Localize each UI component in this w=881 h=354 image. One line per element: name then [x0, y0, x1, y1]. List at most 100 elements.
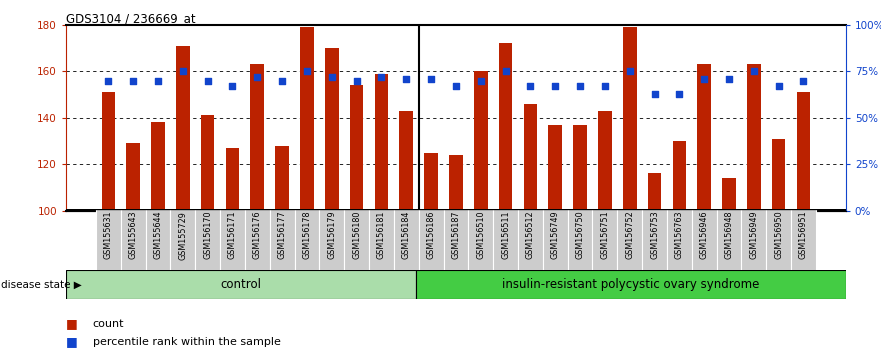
Text: insulin-resistant polycystic ovary syndrome: insulin-resistant polycystic ovary syndr… [502, 278, 759, 291]
Point [101, 78, 115, 83]
Point [598, 83, 612, 89]
Point [722, 76, 736, 81]
Bar [152, 122, 165, 211]
Bar [176, 46, 189, 211]
Point [325, 74, 339, 80]
Bar [145, 209, 170, 271]
Point [474, 78, 488, 83]
Text: disease state ▶: disease state ▶ [1, 280, 82, 290]
Point [697, 76, 711, 81]
Bar [747, 64, 760, 211]
Bar [618, 209, 642, 271]
Text: GSM156181: GSM156181 [377, 211, 386, 259]
Bar [96, 209, 121, 271]
Bar [592, 209, 618, 271]
Text: GSM156752: GSM156752 [626, 211, 634, 259]
Bar [692, 209, 716, 271]
Point [623, 68, 637, 74]
Text: GSM156177: GSM156177 [278, 211, 286, 259]
Text: ■: ■ [66, 335, 78, 348]
Point [126, 78, 140, 83]
Bar [275, 145, 289, 211]
Text: GSM156753: GSM156753 [650, 211, 659, 259]
Bar [574, 125, 587, 211]
Bar [416, 270, 846, 299]
Bar [474, 71, 487, 211]
Point [772, 83, 786, 89]
Text: percentile rank within the sample: percentile rank within the sample [93, 337, 280, 347]
Point [300, 68, 314, 74]
Text: GSM155643: GSM155643 [129, 211, 137, 259]
Text: GSM156184: GSM156184 [402, 211, 411, 259]
Point [672, 91, 686, 96]
Bar [425, 153, 438, 211]
Text: GSM156179: GSM156179 [327, 211, 337, 259]
Bar [567, 209, 592, 271]
Text: GSM155631: GSM155631 [104, 211, 113, 259]
Point [399, 76, 413, 81]
Bar [201, 115, 214, 211]
Point [796, 78, 811, 83]
Bar [499, 43, 513, 211]
Point [548, 83, 562, 89]
Bar [642, 209, 667, 271]
Text: GSM156750: GSM156750 [575, 211, 585, 259]
Bar [716, 209, 742, 271]
Bar [766, 209, 791, 271]
Bar [548, 125, 562, 211]
Bar [623, 27, 637, 211]
Text: GSM156511: GSM156511 [501, 211, 510, 259]
Bar [374, 74, 389, 211]
Bar [493, 209, 518, 271]
Bar [722, 178, 736, 211]
Bar [648, 173, 662, 211]
Point [448, 83, 463, 89]
Bar [796, 92, 811, 211]
Bar [742, 209, 766, 271]
Bar [518, 209, 543, 271]
Text: GSM156763: GSM156763 [675, 211, 684, 259]
Bar [300, 27, 314, 211]
Bar [772, 139, 786, 211]
Text: ■: ■ [66, 318, 78, 330]
Bar [598, 111, 611, 211]
Text: GSM155729: GSM155729 [178, 211, 188, 259]
Point [250, 74, 264, 80]
Bar [791, 209, 816, 271]
Point [747, 68, 761, 74]
Text: GSM156176: GSM156176 [253, 211, 262, 259]
Point [523, 83, 537, 89]
Point [374, 74, 389, 80]
Bar [449, 155, 463, 211]
Text: GSM156749: GSM156749 [551, 211, 559, 259]
Text: GSM155644: GSM155644 [153, 211, 162, 259]
Bar [399, 111, 413, 211]
Bar [350, 85, 364, 211]
Text: GSM156946: GSM156946 [700, 211, 708, 259]
Point [424, 76, 438, 81]
Point [151, 78, 165, 83]
Bar [369, 209, 394, 271]
Text: GSM156171: GSM156171 [228, 211, 237, 259]
Bar [698, 64, 711, 211]
Bar [294, 209, 320, 271]
Bar [101, 92, 115, 211]
Point [201, 78, 215, 83]
Point [573, 83, 587, 89]
Text: count: count [93, 319, 124, 329]
Text: GSM156510: GSM156510 [477, 211, 485, 259]
Bar [226, 148, 240, 211]
Text: control: control [220, 278, 262, 291]
Bar [325, 48, 338, 211]
Text: GSM156948: GSM156948 [724, 211, 734, 259]
Bar [170, 209, 196, 271]
Bar [672, 141, 686, 211]
Bar [667, 209, 692, 271]
Bar [543, 209, 567, 271]
Bar [394, 209, 418, 271]
Text: GSM156950: GSM156950 [774, 211, 783, 259]
Bar [418, 209, 443, 271]
Point [176, 68, 190, 74]
Bar [126, 143, 140, 211]
Bar [344, 209, 369, 271]
